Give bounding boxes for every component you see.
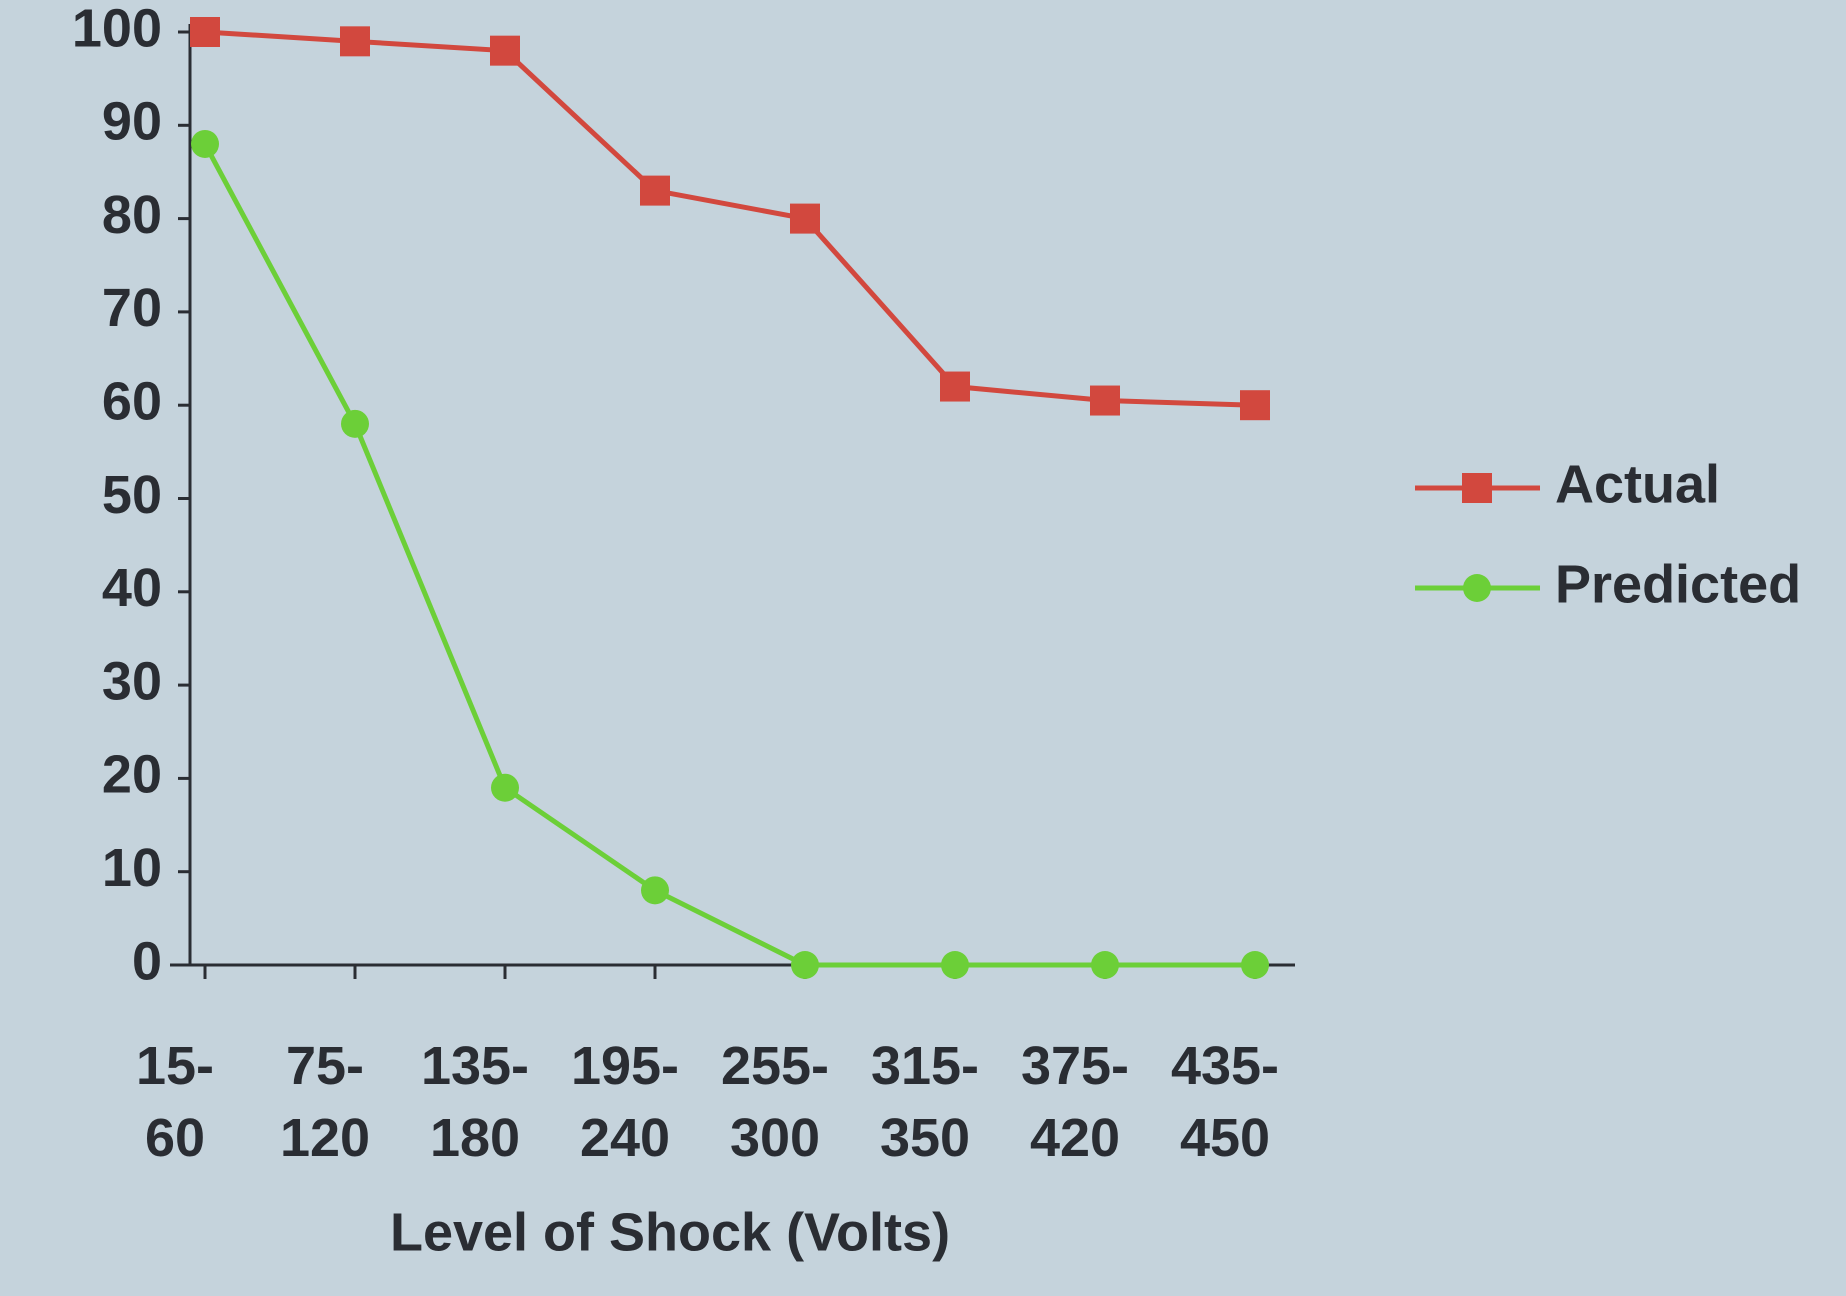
- y-tick-label: 90: [102, 92, 162, 152]
- legend-marker: [1463, 574, 1491, 602]
- y-tick-label: 50: [102, 465, 162, 525]
- y-tick-label: 0: [132, 931, 162, 991]
- y-tick-label: 20: [102, 745, 162, 805]
- y-tick-label: 100: [72, 0, 162, 58]
- x-tick-label: 15-60: [135, 1036, 215, 1168]
- data-point: [640, 175, 670, 206]
- data-point: [340, 26, 370, 57]
- x-tick-label: 195-240: [570, 1036, 680, 1168]
- x-tick-label: 375-420: [1020, 1036, 1130, 1168]
- data-point: [490, 35, 520, 66]
- y-tick-label: 60: [102, 371, 162, 431]
- x-axis-title: Level of Shock (Volts): [390, 1202, 950, 1262]
- x-tick-label: 435-450: [1170, 1036, 1280, 1168]
- y-tick-label: 10: [102, 838, 162, 898]
- x-tick-label: 135-180: [420, 1036, 530, 1168]
- data-point: [941, 951, 969, 979]
- data-point: [1091, 951, 1119, 979]
- data-point: [790, 203, 820, 234]
- data-point: [491, 773, 519, 802]
- legend-marker: [1462, 473, 1492, 503]
- y-tick-label: 30: [102, 651, 162, 711]
- legend-label: Predicted: [1555, 554, 1801, 614]
- data-point: [791, 951, 819, 979]
- legend-label: Actual: [1555, 454, 1720, 514]
- series-line: [204, 29, 1256, 408]
- x-tick-label: 315-350: [870, 1036, 980, 1168]
- data-point: [190, 17, 220, 47]
- x-tick-label: 75-120: [279, 1036, 371, 1168]
- data-point: [191, 129, 219, 158]
- y-tick-label: 40: [102, 558, 162, 618]
- data-point: [341, 409, 369, 438]
- data-point: [1090, 385, 1120, 416]
- y-tick-label: 70: [102, 278, 162, 338]
- data-point: [641, 876, 669, 905]
- data-point: [1241, 951, 1269, 979]
- series-line: [202, 142, 1255, 968]
- x-tick-label: 255-300: [720, 1036, 830, 1168]
- data-point: [940, 371, 970, 402]
- data-point: [1240, 390, 1270, 421]
- y-tick-label: 80: [102, 185, 162, 245]
